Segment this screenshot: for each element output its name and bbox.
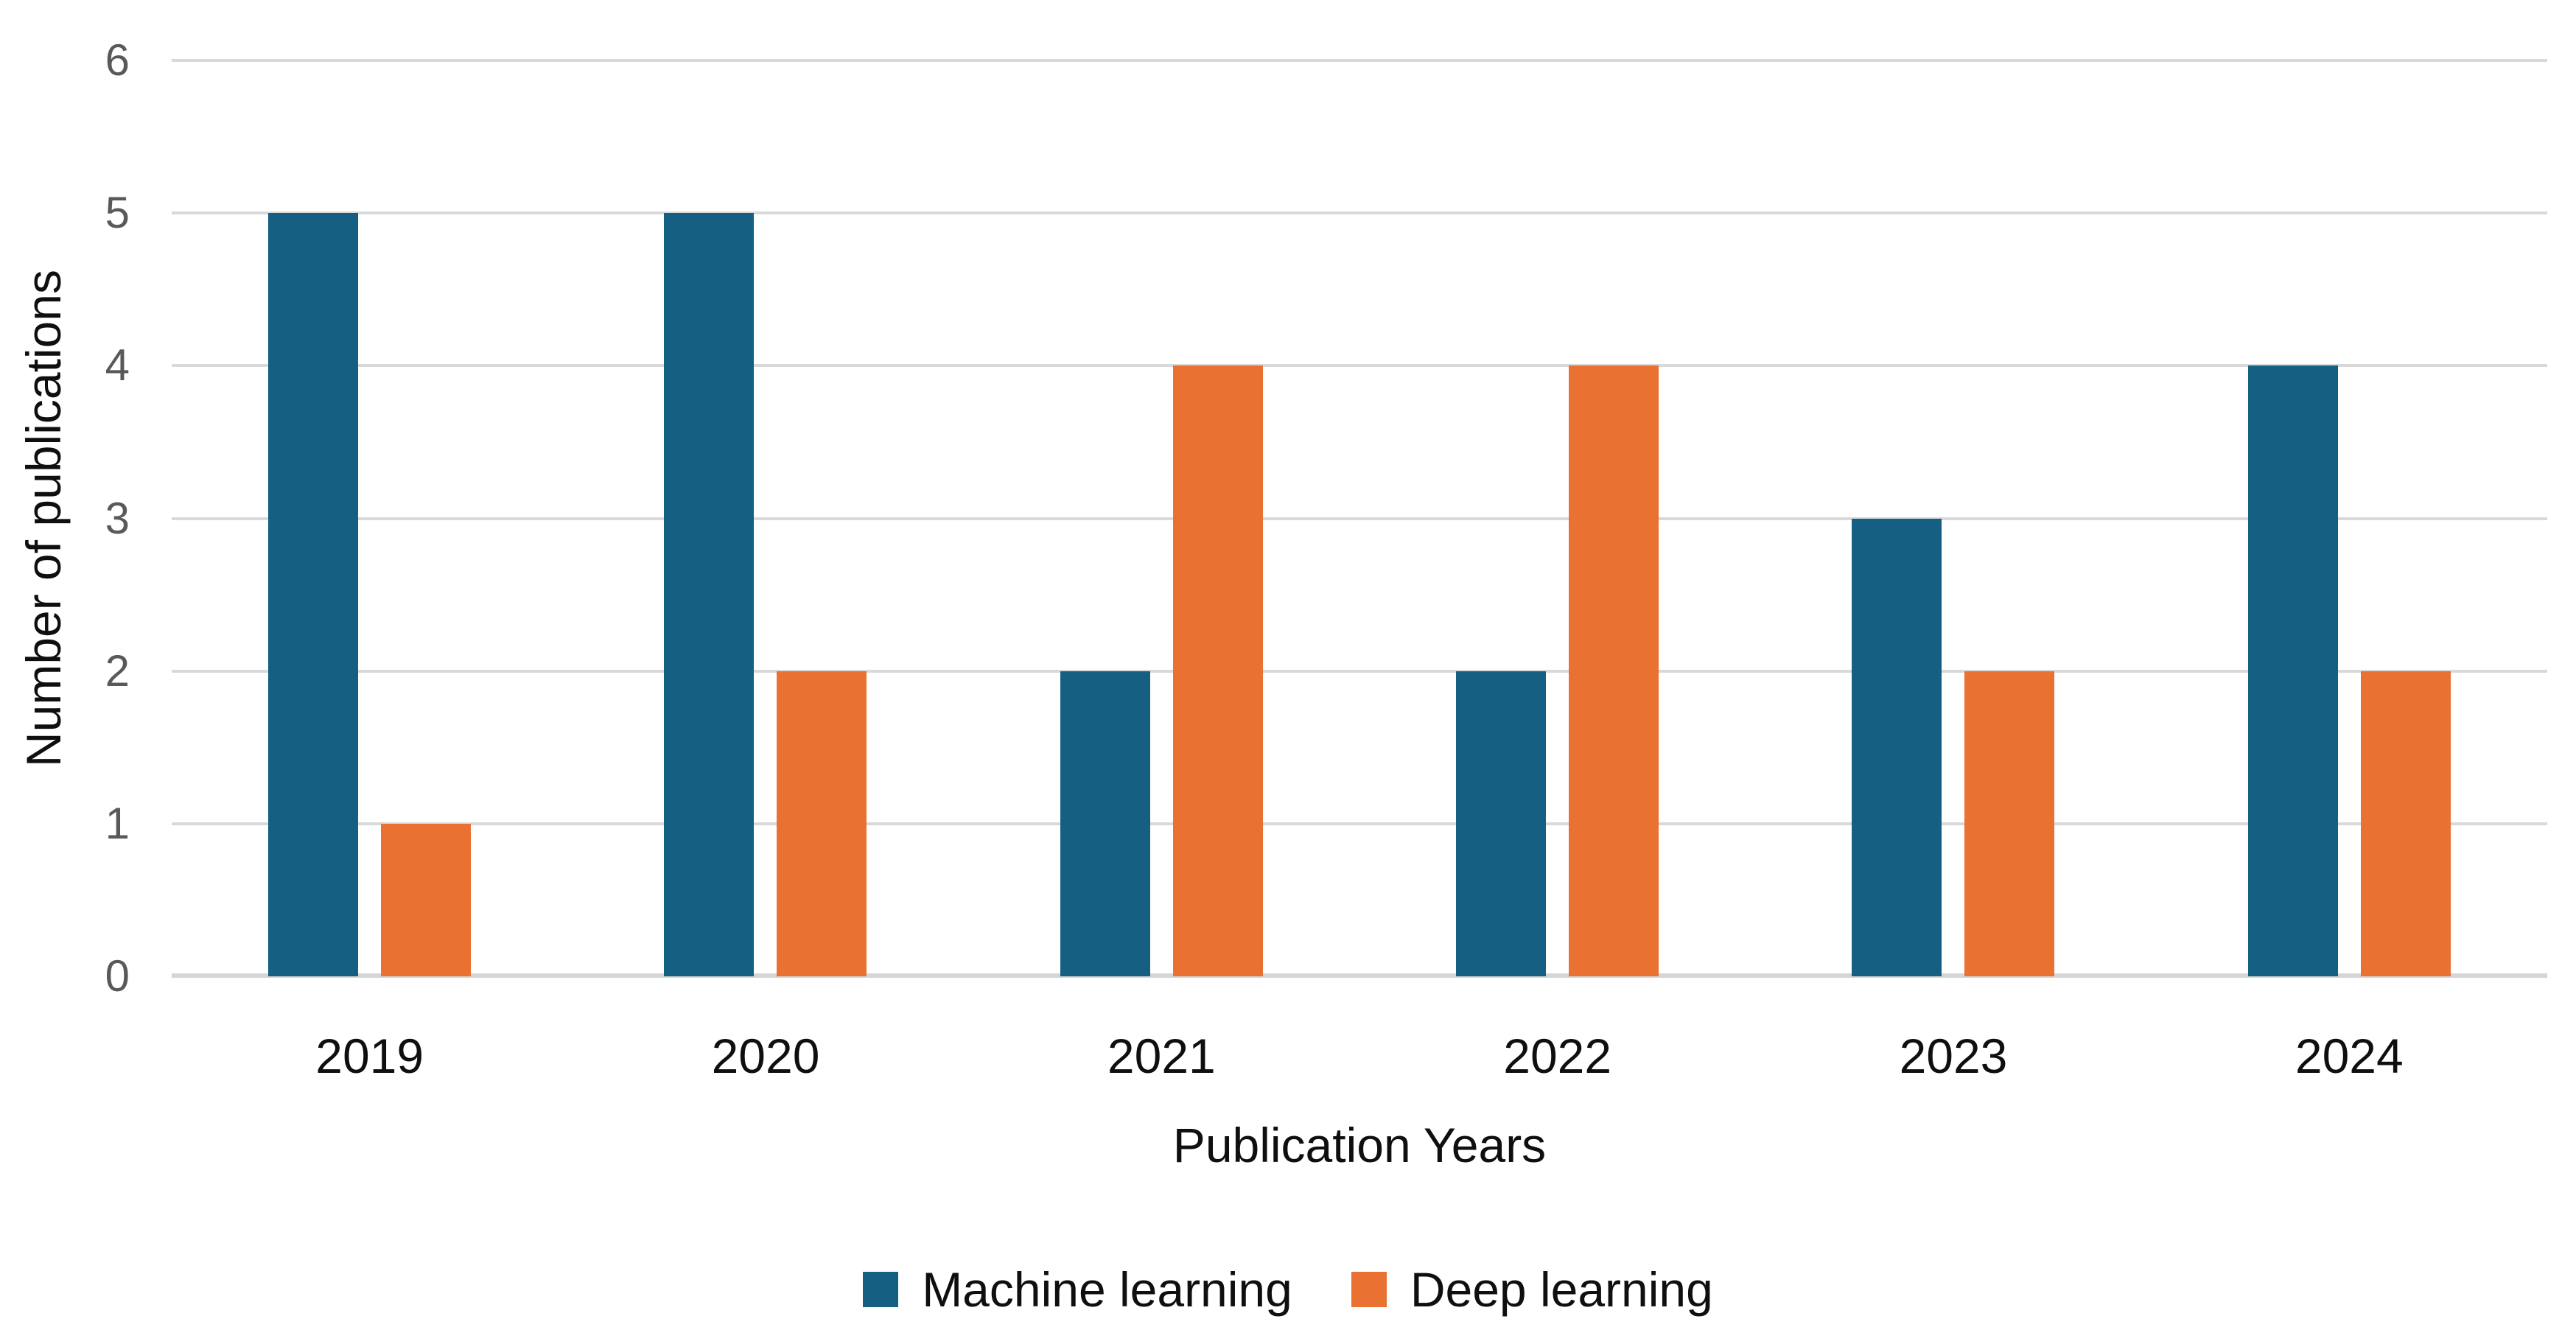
bar-machine-learning-2019 [268,213,359,976]
x-tick-label: 2024 [2295,1029,2404,1083]
bar-machine-learning-2023 [1852,518,1942,976]
y-axis-tick-labels: 0 1 2 3 4 5 6 [0,38,130,998]
bar-machine-learning-2020 [664,213,755,976]
y-tick-label: 0 [105,951,130,1001]
bar-group-2022 [1359,60,1755,976]
legend-swatch [1351,1272,1387,1307]
gridline [172,973,2547,978]
y-tick-label: 4 [105,340,130,391]
bar-groups [172,60,2547,976]
x-tick-label: 2022 [1503,1029,1612,1083]
y-tick-label: 3 [105,493,130,543]
legend-item-machine-learning: Machine learning [863,1261,1292,1317]
bar-deep-learning-2019 [381,823,472,976]
legend: Machine learning Deep learning [0,1253,2576,1326]
gridline [172,822,2547,825]
x-tick-label: 2020 [711,1029,820,1083]
bar-machine-learning-2022 [1456,671,1547,976]
legend-swatch [863,1272,899,1307]
gridline [172,517,2547,520]
bar-deep-learning-2021 [1172,365,1263,976]
legend-label: Machine learning [922,1262,1292,1317]
bar-group-2021 [964,60,1359,976]
y-tick-label: 2 [105,645,130,696]
gridline [172,211,2547,215]
bar-deep-learning-2022 [1569,365,1659,976]
y-tick-label: 1 [105,798,130,848]
y-tick-label: 5 [105,188,130,238]
bar-group-2024 [2152,60,2547,976]
legend-label: Deep learning [1410,1262,1713,1317]
x-axis-tick-labels: 2019 2020 2021 2022 2023 2024 [172,1028,2547,1084]
bar-deep-learning-2020 [777,671,867,976]
bar-group-2019 [172,60,567,976]
gridline [172,59,2547,62]
bar-group-2023 [1755,60,2151,976]
plot-area [172,59,2547,978]
legend-item-deep-learning: Deep learning [1351,1261,1713,1317]
x-tick-label: 2021 [1107,1029,1216,1083]
bar-deep-learning-2024 [2360,671,2451,976]
x-tick-label: 2023 [1899,1029,2008,1083]
x-axis-title: Publication Years [1172,1118,1547,1172]
bar-group-2020 [567,60,963,976]
gridline [172,364,2547,368]
bar-deep-learning-2023 [1964,671,2055,976]
bar-machine-learning-2024 [2247,365,2338,976]
x-tick-label: 2019 [315,1029,424,1083]
y-tick-label: 6 [105,35,130,85]
bar-machine-learning-2021 [1060,671,1150,976]
gridline [172,669,2547,673]
